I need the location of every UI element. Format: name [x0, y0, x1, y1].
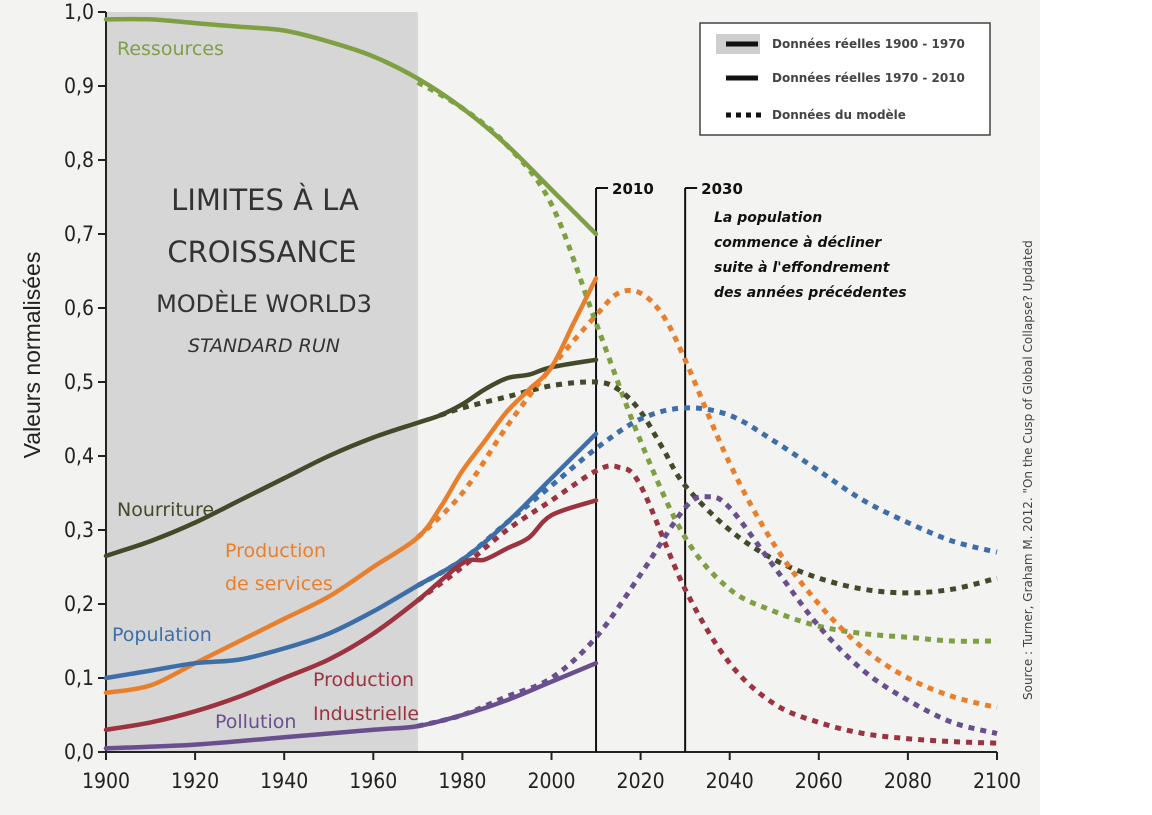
- x-tick-label: 1980: [438, 769, 486, 793]
- y-tick-group: 0,0 0,1 0,2 0,3 0,4 0,5 0,6 0,7 0,8 0,9 1,0: [64, 0, 106, 764]
- series-real-production-industrielle: [103, 498, 599, 733]
- label-industrielle-2: Industrielle: [313, 703, 419, 725]
- title-line-2: CROISSANCE: [167, 235, 356, 269]
- y-tick-label: 0,2: [64, 592, 94, 616]
- y-tick-label: 0,0: [64, 740, 94, 764]
- y-axis-title: Valeurs normalisées: [19, 252, 45, 459]
- x-tick-label: 2040: [706, 769, 754, 793]
- label-services-2: de services: [225, 573, 333, 595]
- title-line-4: STANDARD RUN: [188, 335, 340, 357]
- legend-label-real-1900: Données réelles 1900 - 1970: [772, 37, 965, 51]
- label-nourriture: Nourriture: [117, 499, 214, 521]
- series-real-production-de-services: [103, 276, 599, 696]
- annotation-line-3: suite à l'effondrement: [714, 260, 891, 276]
- label-industrielle-1: Production: [313, 669, 414, 691]
- legend: Données réelles 1900 - 1970 Données réel…: [699, 22, 991, 136]
- x-tick-label: 2060: [795, 769, 843, 793]
- label-pollution: Pollution: [215, 711, 296, 733]
- x-tick-label: 1900: [82, 769, 130, 793]
- chart-title: LIMITES À LA CROISSANCE MODÈLE WORLD3 ST…: [156, 183, 372, 357]
- series-model-production-de-services: [416, 287, 998, 711]
- chart-svg: 0,00,10,20,30,40,50,60,70,80,91,0 1900 19…: [19, 0, 1035, 793]
- source-credit: Source : Turner, Graham M. 2012. "On the…: [1021, 240, 1035, 700]
- marker-label-2010: 2010: [612, 180, 654, 198]
- series-group: [103, 16, 998, 751]
- series-real-pollution: [103, 660, 599, 751]
- y-tick-label: 0,5: [64, 370, 94, 394]
- y-tick-label: 0,7: [64, 222, 94, 246]
- chart-background: 0,0 0,1 0,2 0,3 0,4 0,5 0,6 0,7 0,8 0,9 1,0 1900 19…: [0, 0, 1040, 815]
- x-tick-label: 1940: [260, 769, 308, 793]
- label-population: Population: [112, 624, 212, 646]
- y-tick-label: 0,1: [64, 666, 94, 690]
- x-tick-label: 2000: [527, 769, 575, 793]
- x-tick-label: 2100: [973, 769, 1021, 793]
- series-real-population: [103, 431, 599, 681]
- annotation: La population commence à décliner suite …: [714, 210, 907, 301]
- series-model-production-industrielle: [416, 463, 998, 746]
- y-tick-label: 0,3: [64, 518, 94, 542]
- y-tick-label: 0,6: [64, 296, 94, 320]
- series-labels: Ressources Nourriture Production de serv…: [112, 38, 419, 733]
- y-tick-label: 0,8: [64, 148, 94, 172]
- x-tick-label: 2080: [884, 769, 932, 793]
- marker-label-2030: 2030: [701, 180, 743, 198]
- x-tick-label: 1960: [349, 769, 397, 793]
- series-real-nourriture: [103, 357, 599, 559]
- annotation-line-1: La population: [714, 210, 822, 226]
- legend-label-model: Données du modèle: [772, 108, 906, 122]
- series-model-ressources: [416, 80, 998, 644]
- y-tick-label: 0,9: [64, 74, 94, 98]
- series-model-nourriture: [439, 379, 998, 596]
- x-tick-label: 1920: [171, 769, 219, 793]
- title-line-3: MODÈLE WORLD3: [156, 289, 372, 318]
- series-model-pollution: [417, 494, 998, 736]
- y-tick-label: 0,4: [64, 444, 94, 468]
- label-ressources: Ressources: [117, 38, 224, 60]
- x-tick-group: 1900 1920 1940 1960 1980 2000 2020 2040 2060 2080…: [82, 752, 1021, 793]
- annotation-line-4: des années précédentes: [714, 285, 907, 301]
- x-tick-label: 2020: [617, 769, 665, 793]
- annotation-line-2: commence à décliner: [714, 235, 882, 251]
- series-real-ressources: [103, 16, 599, 237]
- legend-label-real-1970: Données réelles 1970 - 2010: [772, 71, 965, 85]
- label-services-1: Production: [225, 540, 326, 562]
- title-line-1: LIMITES À LA: [171, 183, 359, 217]
- y-tick-label: 1,0: [64, 0, 94, 24]
